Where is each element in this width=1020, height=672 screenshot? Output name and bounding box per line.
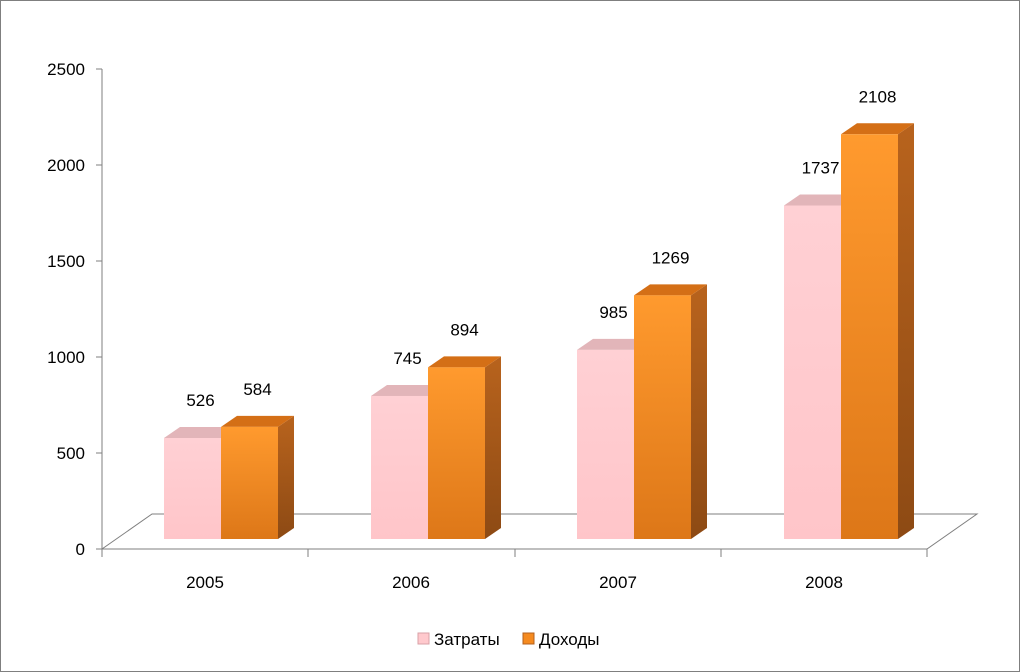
bar-top-zatraty-2005 — [164, 427, 237, 439]
data-label-zatraty-2006: 745 — [393, 349, 421, 368]
bar-front-zatraty-2006 — [371, 395, 428, 539]
bar-top-dokhody-2006 — [428, 356, 501, 368]
data-labels: 526 745 985 1737 584 894 1269 2108 — [186, 87, 896, 410]
x-axis-labels: 2005 2006 2007 2008 — [186, 573, 843, 592]
bar-dokhody-2005 — [221, 415, 294, 539]
y-axis-ticks: 0 500 1000 1500 2000 2500 — [47, 60, 102, 559]
legend-swatch-dokhody — [522, 632, 535, 645]
y-tick-label-2500: 2500 — [47, 60, 85, 79]
bar-side-dokhody-2006 — [485, 356, 501, 539]
x-axis-ticks — [101, 549, 928, 557]
y-tick-label-500: 500 — [57, 444, 85, 463]
bar-top-dokhody-2005 — [221, 415, 294, 427]
x-label-2005: 2005 — [186, 573, 224, 592]
bar-side-dokhody-2005 — [278, 415, 294, 539]
bar-side-dokhody-2007 — [691, 284, 707, 539]
bar-front-dokhody-2006 — [428, 367, 485, 539]
bar-top-zatraty-2006 — [371, 384, 444, 396]
bar-front-dokhody-2008 — [841, 134, 898, 539]
bar-front-dokhody-2005 — [221, 426, 278, 539]
bar-dokhody-2006 — [428, 356, 501, 539]
x-label-2006: 2006 — [392, 573, 430, 592]
y-tick-label-1000: 1000 — [47, 348, 85, 367]
legend-swatch-zatraty — [417, 632, 430, 645]
bar-front-zatraty-2005 — [164, 438, 221, 539]
chart-floor — [100, 513, 979, 550]
legend-label-dokhody: Доходы — [539, 630, 600, 649]
legend-label-zatraty: Затраты — [434, 630, 500, 649]
data-label-dokhody-2006: 894 — [450, 320, 478, 339]
legend: Затраты Доходы — [417, 630, 600, 649]
data-label-zatraty-2007: 985 — [599, 303, 627, 322]
bar-top-zatraty-2007 — [577, 338, 650, 350]
bars-layer — [164, 123, 914, 539]
bar-side-dokhody-2008 — [898, 123, 914, 539]
bar-top-zatraty-2008 — [784, 194, 857, 206]
bar-front-zatraty-2008 — [784, 205, 841, 539]
data-label-dokhody-2007: 1269 — [652, 248, 690, 267]
data-label-zatraty-2005: 526 — [186, 391, 214, 410]
data-label-dokhody-2005: 584 — [243, 380, 271, 399]
x-label-2008: 2008 — [805, 573, 843, 592]
y-tick-label-0: 0 — [76, 540, 85, 559]
data-label-zatraty-2008: 1737 — [802, 158, 840, 177]
bar-front-dokhody-2007 — [634, 295, 691, 539]
data-label-dokhody-2008: 2108 — [859, 87, 897, 106]
bar-top-dokhody-2008 — [841, 123, 914, 135]
bar-dokhody-2007 — [634, 284, 707, 539]
y-tick-label-2000: 2000 — [47, 156, 85, 175]
bar-dokhody-2008 — [841, 123, 914, 539]
bar-front-zatraty-2007 — [577, 349, 634, 539]
y-tick-label-1500: 1500 — [47, 252, 85, 271]
bar-top-dokhody-2007 — [634, 284, 707, 296]
x-label-2007: 2007 — [599, 573, 637, 592]
